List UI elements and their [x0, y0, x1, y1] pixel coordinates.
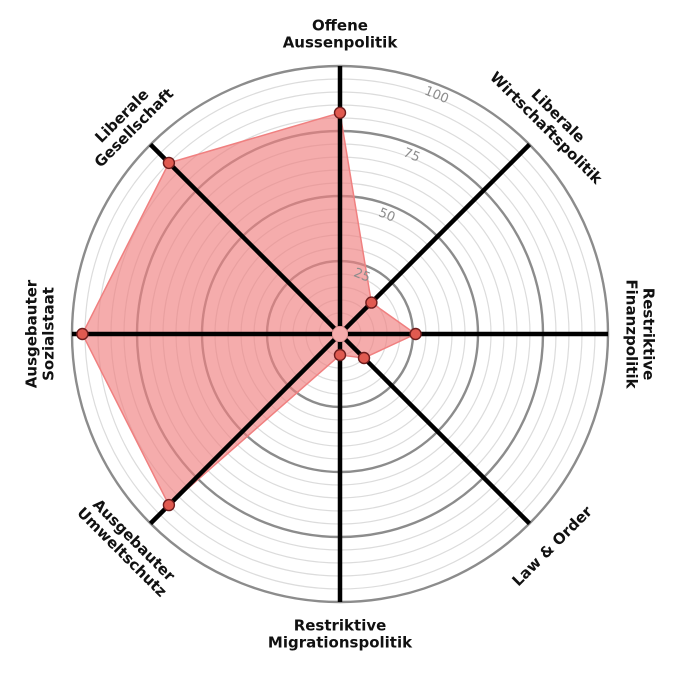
axis-label-line: Restriktive — [294, 617, 387, 635]
data-point-liberale-wirtschaftspolitik — [365, 296, 378, 309]
axis-label-offene-aussenpolitik: Offene Aussenpolitik — [283, 17, 399, 52]
data-point-ausgebauter-umweltschutz — [162, 498, 176, 512]
spoke-ausgebauter-umweltschutz — [148, 338, 336, 526]
axis-label-line: Aussenpolitik — [283, 34, 399, 52]
axis-label-line: Sozialstaat — [40, 287, 58, 381]
tick-label-25: 25 — [351, 266, 372, 286]
data-point-law-order — [357, 351, 371, 365]
axis-label-restriktive-finanzpolitik: RestriktiveFinanzpolitik — [623, 279, 658, 389]
axis-label-line: Finanzpolitik — [623, 279, 641, 389]
data-points — [76, 106, 422, 512]
axis-label-line: Restriktive — [640, 288, 658, 381]
axis-label-line: Migrationspolitik — [268, 634, 413, 652]
axis-label-ausgebauter-sozialstaat: AusgebauterSozialstaat — [23, 279, 58, 388]
tick-label-75: 75 — [401, 145, 422, 165]
data-point-restriktive-finanzpolitik — [409, 327, 422, 341]
spoke-liberale-wirtschaftspolitik — [344, 142, 532, 330]
axis-label-line: Ausgebauter — [23, 279, 41, 388]
tick-label-50: 50 — [376, 205, 397, 225]
axis-label-restriktive-migrationspolitik: Restriktive Migrationspolitik — [268, 617, 413, 652]
axis-spokes — [72, 66, 608, 602]
data-point-offene-aussenpolitik — [333, 106, 347, 120]
spoke-liberale-gesellschaft — [148, 142, 336, 330]
spoke-law-order — [344, 338, 532, 526]
axis-label-line: Offene — [312, 17, 368, 35]
data-point-liberale-gesellschaft — [162, 156, 176, 170]
data-point-restriktive-migrationspolitik — [333, 348, 347, 362]
data-point-ausgebauter-sozialstaat — [76, 327, 89, 341]
